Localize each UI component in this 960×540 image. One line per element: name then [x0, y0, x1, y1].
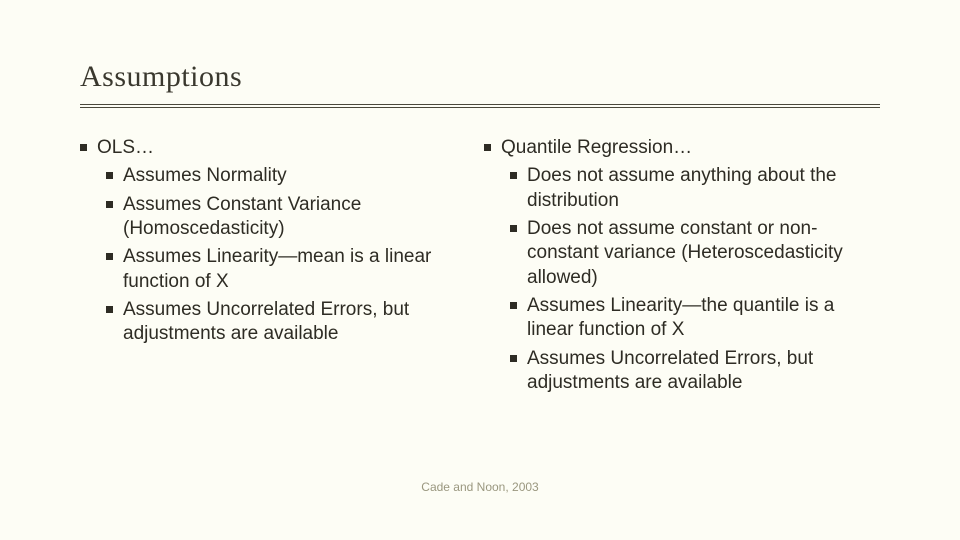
- citation-text: Cade and Noon, 2003: [0, 480, 960, 494]
- left-heading-text: OLS…: [97, 136, 448, 160]
- square-bullet-icon: [510, 302, 517, 309]
- list-item-text: Does not assume constant or non-constant…: [527, 217, 880, 290]
- list-item: Assumes Linearity—the quantile is a line…: [510, 294, 880, 343]
- list-item: Assumes Uncorrelated Errors, but adjustm…: [510, 347, 880, 396]
- title-divider: [80, 104, 880, 108]
- list-item: Assumes Constant Variance (Homoscedastic…: [106, 193, 448, 242]
- square-bullet-icon: [484, 144, 491, 151]
- right-heading-item: Quantile Regression…: [484, 136, 880, 160]
- list-item: Assumes Normality: [106, 164, 448, 188]
- list-item-text: Assumes Uncorrelated Errors, but adjustm…: [527, 347, 880, 396]
- list-item: Assumes Linearity—mean is a linear funct…: [106, 245, 448, 294]
- square-bullet-icon: [106, 201, 113, 208]
- square-bullet-icon: [106, 306, 113, 313]
- list-item: Does not assume constant or non-constant…: [510, 217, 880, 290]
- right-column: Quantile Regression… Does not assume any…: [484, 136, 880, 399]
- square-bullet-icon: [80, 144, 87, 151]
- left-column: OLS… Assumes Normality Assumes Constant …: [80, 136, 448, 399]
- square-bullet-icon: [106, 253, 113, 260]
- list-item-text: Assumes Constant Variance (Homoscedastic…: [123, 193, 448, 242]
- left-heading-item: OLS…: [80, 136, 448, 160]
- list-item: Assumes Uncorrelated Errors, but adjustm…: [106, 298, 448, 347]
- right-sublist: Does not assume anything about the distr…: [484, 164, 880, 395]
- list-item-text: Assumes Normality: [123, 164, 448, 188]
- square-bullet-icon: [510, 225, 517, 232]
- square-bullet-icon: [510, 172, 517, 179]
- square-bullet-icon: [106, 172, 113, 179]
- content-columns: OLS… Assumes Normality Assumes Constant …: [80, 136, 880, 399]
- list-item-text: Assumes Uncorrelated Errors, but adjustm…: [123, 298, 448, 347]
- list-item-text: Assumes Linearity—the quantile is a line…: [527, 294, 880, 343]
- right-heading-text: Quantile Regression…: [501, 136, 880, 160]
- square-bullet-icon: [510, 355, 517, 362]
- list-item-text: Assumes Linearity—mean is a linear funct…: [123, 245, 448, 294]
- list-item-text: Does not assume anything about the distr…: [527, 164, 880, 213]
- slide-title: Assumptions: [80, 60, 880, 94]
- left-sublist: Assumes Normality Assumes Constant Varia…: [80, 164, 448, 346]
- list-item: Does not assume anything about the distr…: [510, 164, 880, 213]
